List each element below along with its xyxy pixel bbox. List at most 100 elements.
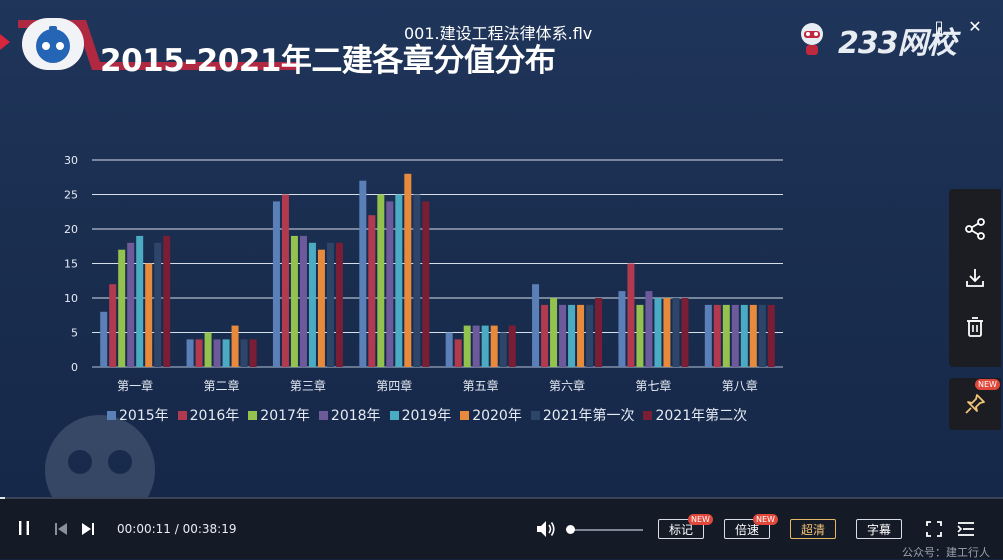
next-icon[interactable] <box>80 521 96 541</box>
y-tick-label: 15 <box>64 258 78 271</box>
pause-icon[interactable] <box>16 520 32 540</box>
x-tick-label: 第三章 <box>290 378 326 393</box>
legend-item: 2018年 <box>318 405 381 425</box>
bar <box>109 284 117 367</box>
progress-fill <box>0 497 5 499</box>
bar <box>663 298 671 367</box>
bar <box>704 304 712 367</box>
legend-item: 2016年 <box>177 405 239 425</box>
share-icon[interactable] <box>949 205 1001 253</box>
legend-item: 2021年第二次 <box>643 405 747 425</box>
legend-item: 2021年第一次 <box>530 405 635 425</box>
chart: 0 5 10 15 20 25 30 第一章 第二章 第三章 第四章 第五章 第六章 第七章 第八章 <box>64 154 783 393</box>
bar <box>472 325 480 367</box>
speed-new-badge: NEW <box>753 514 778 525</box>
total-time: 00:38:19 <box>182 522 237 536</box>
current-time: 00:00:11 <box>117 522 171 536</box>
legend-item: 2017年 <box>248 405 310 425</box>
bar <box>422 201 430 367</box>
bar <box>532 284 540 367</box>
watermark-text: 公众号：建工行人 <box>902 546 990 559</box>
slide-title: 2015-2021年二建各章分值分布 <box>100 43 556 79</box>
y-tick-label: 5 <box>71 327 78 340</box>
bar <box>627 263 635 367</box>
speed-button[interactable]: 倍速 <box>724 519 770 539</box>
bar <box>213 339 221 367</box>
pin-icon <box>949 380 1001 428</box>
bar <box>249 339 257 367</box>
fullscreen-icon[interactable] <box>926 521 942 541</box>
legend-item: 2015年 <box>107 405 169 425</box>
bar <box>550 298 558 367</box>
legend-label: 2015年 <box>119 408 169 424</box>
legend-swatch <box>389 411 399 420</box>
bar <box>767 304 775 367</box>
legend-swatch <box>248 411 258 420</box>
legend-label: 2019年 <box>401 408 452 424</box>
bar <box>681 298 689 367</box>
bar <box>577 304 585 367</box>
close-icon[interactable]: ✕ <box>968 17 982 36</box>
legend-label: 2021年第二次 <box>655 408 748 424</box>
x-tick-label: 第一章 <box>117 378 153 393</box>
bar <box>722 304 730 367</box>
bar <box>713 304 721 367</box>
bar <box>317 249 325 367</box>
bar <box>445 332 453 367</box>
volume-icon[interactable] <box>536 520 556 542</box>
mascot-watermark <box>45 415 155 497</box>
bar <box>454 339 462 367</box>
y-tick-label: 0 <box>71 361 78 374</box>
bar <box>377 194 385 367</box>
bar <box>481 325 489 367</box>
download-icon[interactable] <box>949 254 1001 302</box>
bar <box>231 325 239 367</box>
bar <box>281 194 289 367</box>
x-tick-label: 第七章 <box>635 378 671 393</box>
bar <box>204 332 212 367</box>
slide-header-shape <box>0 18 300 70</box>
quality-button[interactable]: 超清 <box>790 519 836 539</box>
legend-swatch <box>177 411 187 420</box>
bar <box>636 304 644 367</box>
mark-button[interactable]: 标记 <box>658 519 704 539</box>
bar <box>163 235 171 367</box>
bar <box>272 201 280 367</box>
bar <box>490 325 498 367</box>
bar <box>127 242 135 367</box>
bar <box>758 304 766 367</box>
volume-knob[interactable] <box>566 525 576 534</box>
y-tick-label: 10 <box>64 292 78 305</box>
bar <box>731 304 739 367</box>
bar <box>395 194 403 367</box>
bar <box>645 291 653 367</box>
brand-logo <box>801 23 823 55</box>
bar <box>749 304 757 367</box>
restore-window-icon[interactable]: ▯ <box>934 17 944 36</box>
bar <box>672 298 680 367</box>
y-tick-label: 30 <box>64 154 78 167</box>
bar <box>618 291 626 367</box>
legend-label: 2017年 <box>260 408 310 424</box>
bar <box>308 242 316 367</box>
x-tick-label: 第二章 <box>204 378 240 393</box>
previous-icon[interactable] <box>53 521 69 541</box>
progress-bar[interactable] <box>0 497 1003 499</box>
bar <box>154 242 162 367</box>
subtitle-button[interactable]: 字幕 <box>856 519 902 539</box>
bar <box>290 235 298 367</box>
playlist-icon[interactable] <box>957 521 975 541</box>
video-frame: 2015-2021年二建各章分值分布 001.建设工程法律体系.flv 233网… <box>0 0 1003 497</box>
time-display: 00:00:11 / 00:38:19 <box>117 522 236 536</box>
bar <box>186 339 194 367</box>
new-badge: NEW <box>975 379 1000 390</box>
legend-label: 2020年 <box>472 408 522 424</box>
volume-slider[interactable] <box>567 529 643 531</box>
legend-label: 2021年第一次 <box>542 408 635 424</box>
bar <box>499 332 507 367</box>
bar <box>326 242 334 367</box>
y-tick-label: 25 <box>64 189 78 202</box>
bar <box>195 339 203 367</box>
x-tick-label: 第八章 <box>722 378 758 393</box>
delete-icon[interactable] <box>949 303 1001 351</box>
